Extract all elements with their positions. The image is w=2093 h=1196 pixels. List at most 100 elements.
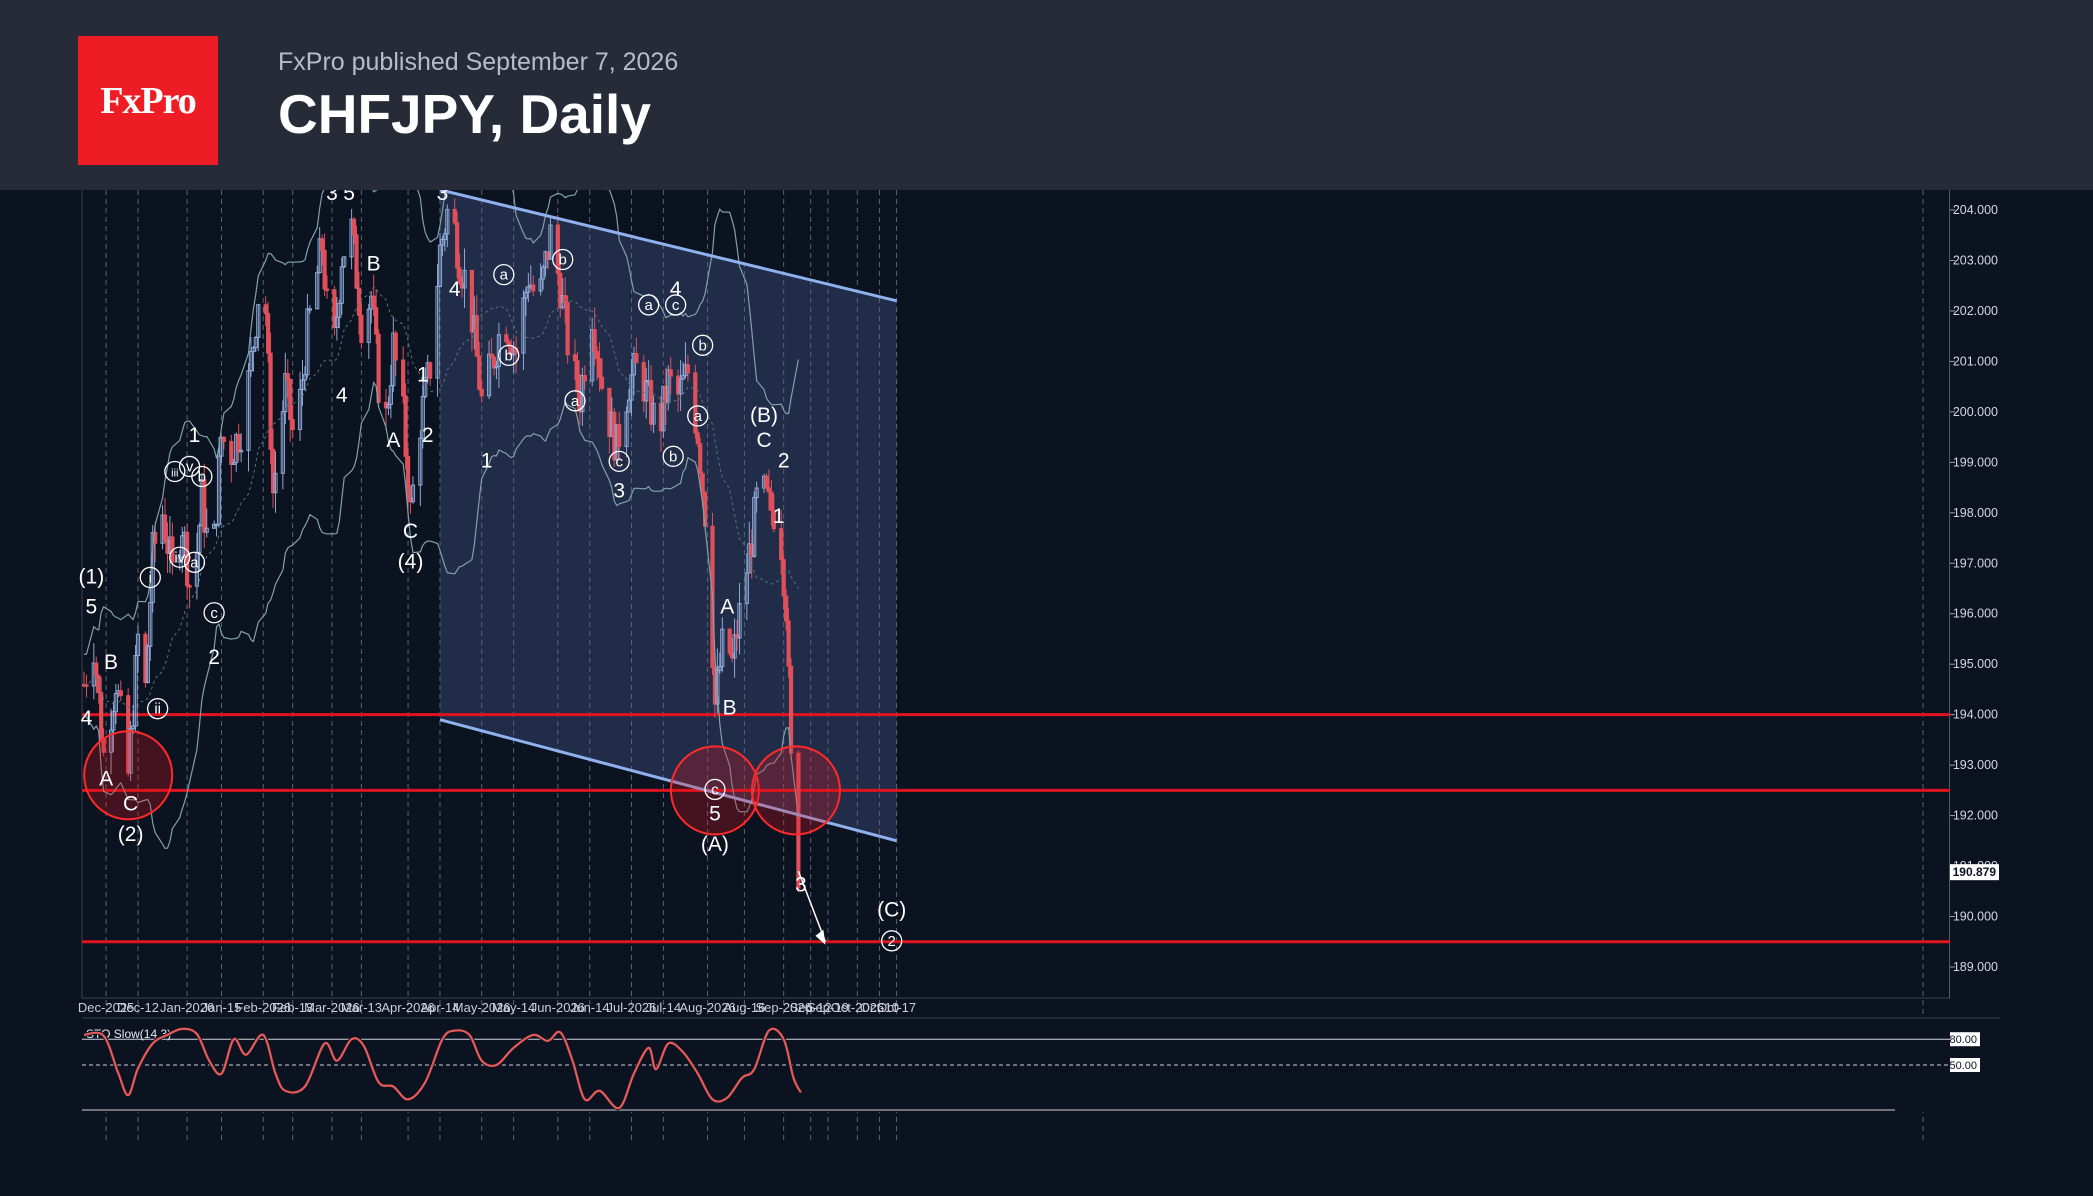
wave-label-circle [687, 405, 709, 427]
wave-label: a [694, 408, 703, 425]
candle-body [165, 539, 170, 555]
wave-label: c [711, 781, 719, 798]
candle-body [784, 595, 789, 622]
wave-label: 1 [773, 505, 785, 528]
wave-label: C [756, 429, 771, 452]
wave-label: B [367, 253, 381, 276]
candle-body [99, 691, 104, 740]
highlight-circle [750, 745, 841, 836]
candle-body [474, 315, 479, 357]
wave-label: 3 [437, 190, 449, 205]
wave-label-circle [552, 248, 574, 271]
wave-label-circle [203, 602, 225, 624]
candle-body [479, 388, 484, 397]
candle-body [371, 295, 376, 308]
candle-body [297, 388, 303, 431]
candle-body [108, 729, 114, 753]
candle-body [491, 356, 497, 369]
x-tick-label: Apr-14 [420, 1000, 459, 1015]
candle-body [145, 645, 150, 683]
candle-body [305, 308, 310, 376]
x-tick-label: Oct-17 [877, 1000, 916, 1015]
candle-body [749, 543, 754, 557]
candle-body [693, 372, 698, 434]
wave-label-circle [139, 566, 161, 589]
candle-body [388, 385, 393, 405]
stochastic-panel: STO Slow(14,3) 80.00 50.00 [82, 1016, 2000, 1112]
candle-body [428, 362, 433, 379]
wave-label: 4 [336, 384, 348, 407]
x-tick-label: Aug-2026 [679, 1000, 735, 1015]
wave-label: 5 [709, 803, 721, 826]
candle-body [563, 295, 568, 303]
candle-body [133, 655, 138, 727]
x-tick-label: Oct-2026 [831, 1000, 884, 1015]
wave-label: A [386, 429, 400, 452]
candle-body [246, 370, 251, 451]
candle-body [202, 479, 207, 533]
candle-body [268, 352, 273, 450]
candle-body [435, 285, 440, 379]
candle-body [526, 286, 531, 293]
candle-body [219, 436, 224, 457]
candle-body [349, 218, 354, 258]
x-tick-label: Jul-14 [646, 1000, 681, 1015]
candle-body [720, 628, 725, 668]
wave-label: (B) [750, 404, 778, 427]
candle-body [270, 448, 276, 494]
candle-body [715, 669, 720, 705]
oscillator-level-tag [1950, 1032, 1980, 1047]
wave-label: c [672, 297, 680, 314]
candle-body [663, 385, 668, 404]
wave-label: c [615, 453, 623, 470]
candle-body [786, 620, 791, 667]
y-tick-label: 193.000 [1953, 758, 1998, 772]
candle-body [383, 401, 389, 409]
wave-label: a [190, 554, 199, 571]
candle-body [374, 306, 379, 335]
header-bar: FxPro FxPro published September 7, 2026 … [0, 0, 2093, 190]
candle-body [376, 333, 381, 403]
x-tick-label: Jun-2026 [531, 1000, 585, 1015]
candle-body [187, 585, 192, 588]
y-tick-label: 199.000 [1953, 455, 1998, 469]
candle-body [617, 424, 622, 447]
candle-body [700, 473, 705, 493]
candle-body [180, 535, 185, 558]
candle-body [565, 301, 570, 356]
price-axis-background [1950, 190, 2000, 998]
candle-body [582, 374, 587, 382]
wave-label-circle [881, 930, 903, 952]
wave-label: A [99, 767, 113, 790]
chart-title: CHFJPY, Daily [278, 83, 651, 145]
candle-body [612, 411, 617, 461]
candle-body [668, 369, 673, 377]
candle-body [253, 336, 258, 349]
x-tick-label: Sep-12 [790, 1000, 832, 1015]
candle-body [624, 411, 629, 447]
wave-label-circle [638, 294, 660, 316]
candle-body [506, 341, 511, 347]
candle-body [280, 411, 285, 474]
wave-label: 2 [888, 933, 896, 950]
candle-body [266, 313, 271, 354]
candle-body [545, 251, 551, 260]
highlight-circle [669, 745, 760, 836]
channel-shading-layer [439, 190, 897, 841]
candle-body [320, 238, 325, 251]
wave-label-circle [493, 264, 515, 286]
candle-body [423, 377, 428, 398]
candle-body [771, 509, 776, 530]
x-tick-label: May-14 [492, 1000, 535, 1015]
candle-body [405, 455, 411, 499]
candle-body [111, 711, 116, 731]
candle-body [221, 436, 227, 442]
candle-body [540, 266, 546, 280]
wave-label-circle [704, 778, 726, 801]
wave-label: b [559, 252, 567, 269]
y-tick-label: 204.000 [1953, 203, 1998, 217]
channel-shading [439, 190, 897, 841]
candle-body [94, 662, 99, 677]
wave-label: 5 [86, 596, 98, 619]
